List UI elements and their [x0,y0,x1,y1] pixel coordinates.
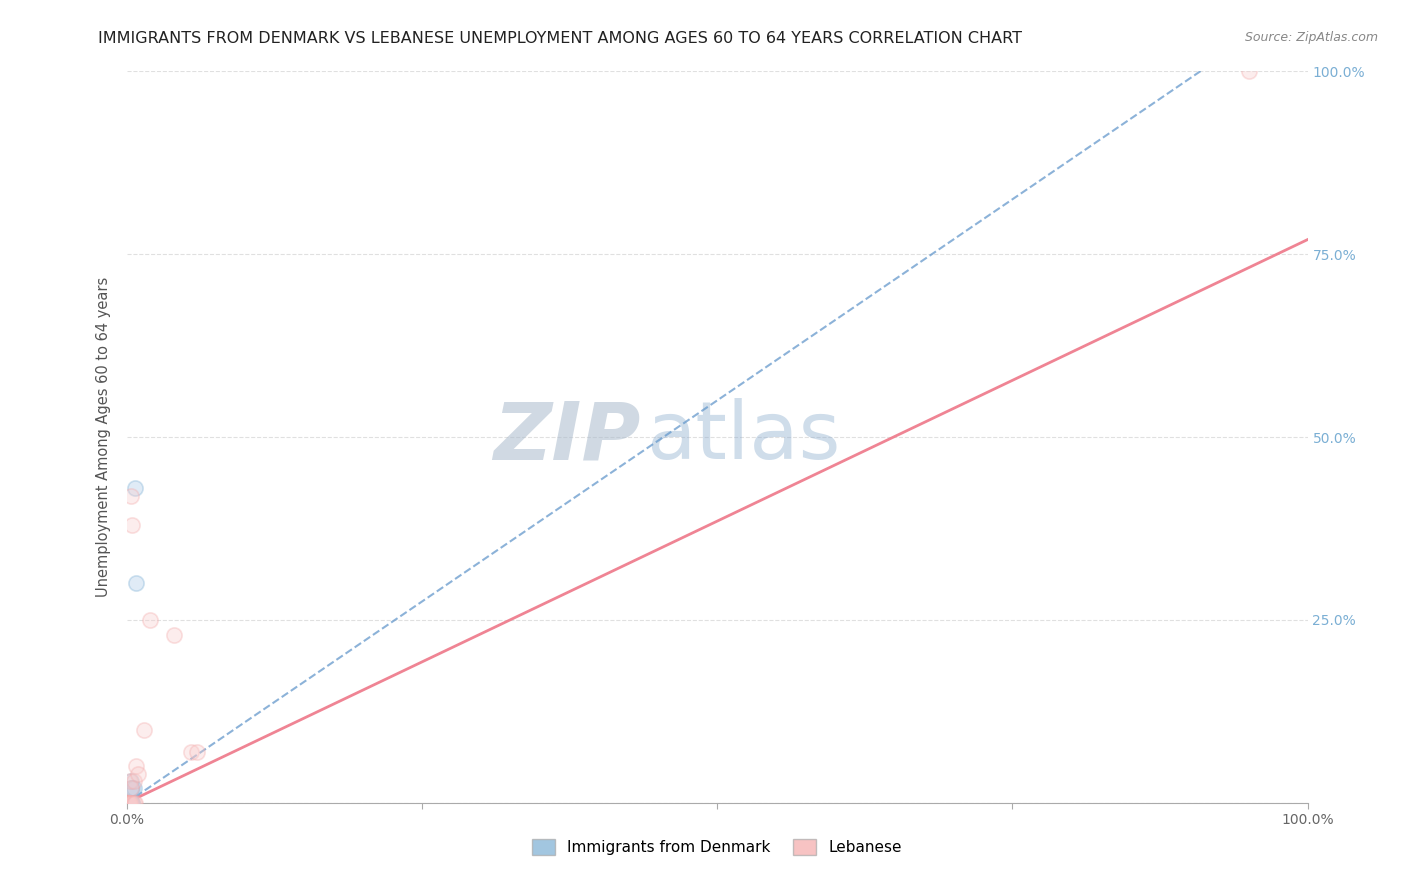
Point [122,781,145,796]
Point [134,723,156,737]
Point [118,796,141,810]
Point [117,796,139,810]
Point [120,796,142,810]
Point [120,773,142,788]
Point [121,517,143,532]
Point [139,613,162,627]
Text: Source: ZipAtlas.com: Source: ZipAtlas.com [1244,31,1378,45]
Point [1237,64,1260,78]
Point [186,745,208,759]
Point [117,796,139,810]
Point [122,773,145,788]
Point [118,796,141,810]
Legend: Immigrants from Denmark, Lebanese: Immigrants from Denmark, Lebanese [526,833,908,861]
Point [163,627,186,641]
Point [122,796,145,810]
Point [118,796,141,810]
Point [120,796,142,810]
Point [121,781,143,796]
Point [117,796,139,810]
Point [120,781,142,796]
Text: IMMIGRANTS FROM DENMARK VS LEBANESE UNEMPLOYMENT AMONG AGES 60 TO 64 YEARS CORRE: IMMIGRANTS FROM DENMARK VS LEBANESE UNEM… [98,31,1022,46]
Point [120,796,142,810]
Text: atlas: atlas [647,398,841,476]
Point [118,796,141,810]
Point [120,489,142,503]
Point [127,766,149,780]
Point [125,576,148,591]
Point [120,781,142,796]
Point [120,773,142,788]
Point [121,796,143,810]
Point [120,796,142,810]
Point [118,796,141,810]
Point [120,796,142,810]
Y-axis label: Unemployment Among Ages 60 to 64 years: Unemployment Among Ages 60 to 64 years [96,277,111,598]
Point [125,759,148,773]
Point [120,796,142,810]
Point [124,481,146,495]
Point [120,796,142,810]
Text: ZIP: ZIP [494,398,640,476]
Point [117,796,139,810]
Point [120,796,142,810]
Point [180,745,202,759]
Point [121,796,143,810]
Point [121,796,143,810]
Point [117,796,139,810]
Point [124,796,146,810]
